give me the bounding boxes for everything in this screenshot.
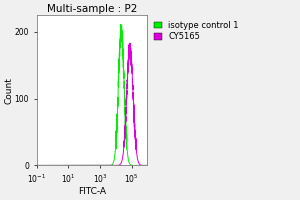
Title: Multi-sample : P2: Multi-sample : P2 bbox=[47, 4, 137, 14]
X-axis label: FITC-A: FITC-A bbox=[78, 187, 106, 196]
Y-axis label: Count: Count bbox=[4, 77, 13, 104]
Legend: isotype control 1, CY5165: isotype control 1, CY5165 bbox=[153, 19, 241, 43]
